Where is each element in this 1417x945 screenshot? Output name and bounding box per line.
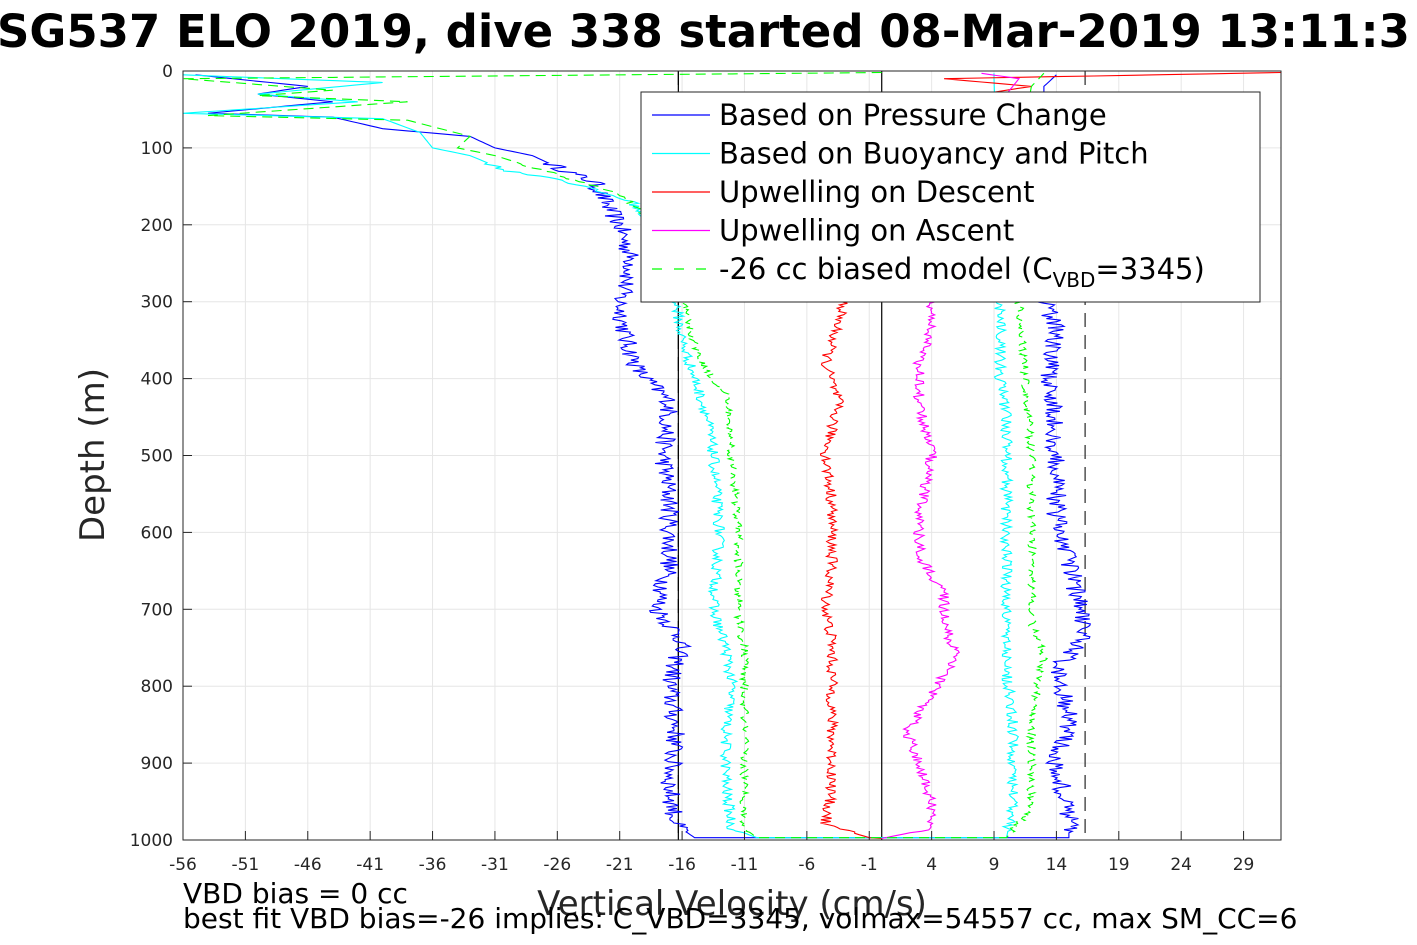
y-axis-ticks: 0 100 200 300 400 500 600 700 800 900 1000 xyxy=(130,62,192,851)
x-tick-label: 24 xyxy=(1170,855,1192,875)
legend-box xyxy=(640,91,1261,303)
legend-entry: Upwelling on Descent xyxy=(719,175,1035,209)
y-tick-label: 400 xyxy=(141,370,173,390)
x-tick-label: -46 xyxy=(294,855,322,875)
y-tick-label: 100 xyxy=(141,139,173,159)
x-axis-ticks: -56 -51 -46 -41 -36 -31 -26 -21 -16 -11 -6 -1 4 9 14 19… xyxy=(169,831,1254,875)
x-tick-label: 4 xyxy=(926,855,937,875)
x-tick-label: -56 xyxy=(169,855,197,875)
x-tick-label: -51 xyxy=(231,855,259,875)
legend-entry: Based on Pressure Change xyxy=(719,98,1107,132)
x-tick-label: -41 xyxy=(356,855,384,875)
x-tick-label: 14 xyxy=(1046,855,1068,875)
x-tick-label: -16 xyxy=(668,855,696,875)
legend-entry: Based on Buoyancy and Pitch xyxy=(719,137,1149,171)
y-tick-label: 900 xyxy=(141,754,173,774)
legend: Based on Pressure Change Based on Buoyanc… xyxy=(640,91,1261,303)
x-tick-label: -31 xyxy=(481,855,509,875)
x-axis-label: Vertical Velocity (cm/s) xyxy=(537,884,927,924)
y-tick-label: 200 xyxy=(141,216,173,236)
x-tick-label: -6 xyxy=(798,855,815,875)
x-tick-label: -26 xyxy=(543,855,571,875)
legend-entry: -26 cc biased model (CVBD=3345) xyxy=(719,252,1205,292)
y-tick-label: 600 xyxy=(141,523,173,543)
y-tick-label: 1000 xyxy=(130,831,173,851)
y-tick-label: 500 xyxy=(141,447,173,467)
series-line xyxy=(195,74,1092,839)
x-tick-label: -21 xyxy=(606,855,634,875)
vbd-bias-note: VBD bias = 0 cc xyxy=(183,877,408,910)
best-fit-note: best fit VBD bias=-26 implies: C_VBD=334… xyxy=(183,902,1297,935)
y-tick-label: 700 xyxy=(141,600,173,620)
legend-entry: Upwelling on Ascent xyxy=(719,214,1014,248)
x-tick-label: 19 xyxy=(1108,855,1130,875)
x-tick-label: -36 xyxy=(419,855,447,875)
y-tick-label: 800 xyxy=(141,677,173,697)
y-tick-label: 0 xyxy=(162,62,173,82)
x-tick-label: 29 xyxy=(1233,855,1255,875)
x-tick-label: -1 xyxy=(861,855,878,875)
y-axis-label: Depth (m) xyxy=(73,368,113,542)
chart-title: SG537 ELO 2019, dive 338 started 08-Mar-… xyxy=(0,5,1410,58)
x-tick-label: -11 xyxy=(731,855,759,875)
y-tick-label: 300 xyxy=(141,293,173,313)
x-tick-label: 9 xyxy=(989,855,1000,875)
